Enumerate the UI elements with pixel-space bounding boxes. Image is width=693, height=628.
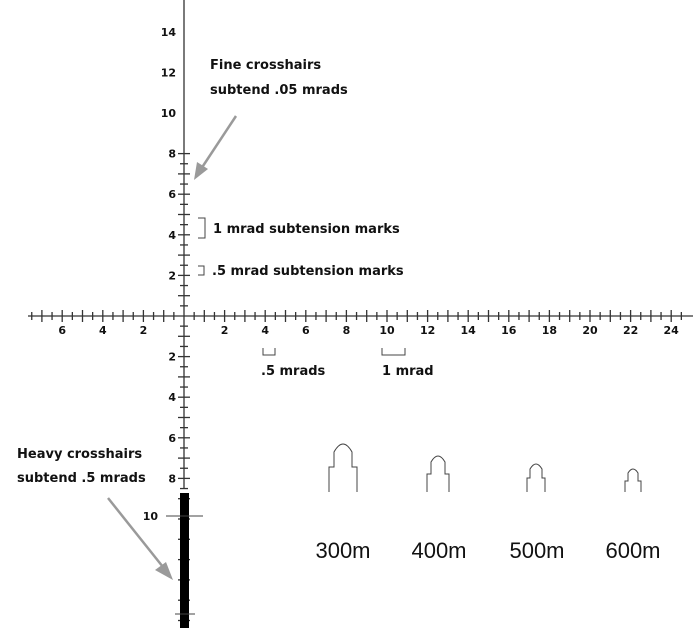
fine-crosshair-arrow bbox=[199, 115, 238, 170]
one-mrad-example: 1 mrad bbox=[382, 364, 434, 379]
horizontal-scale-label: 10 bbox=[379, 324, 395, 337]
half-mrad-mark-icon bbox=[198, 265, 205, 276]
horizontal-scale-label: 18 bbox=[542, 324, 557, 337]
horizontal-scale-label: 16 bbox=[501, 324, 517, 337]
one-mrad-mark-icon bbox=[198, 217, 206, 239]
target-silhouette-icon bbox=[328, 443, 358, 492]
vertical-scale-label: 6 bbox=[168, 432, 176, 445]
target-silhouette-icon bbox=[426, 455, 450, 492]
heavy-crosshair-arrow bbox=[107, 497, 164, 568]
range-label-400m: 400m bbox=[411, 538, 466, 563]
horizontal-scale-label: 2 bbox=[221, 324, 229, 337]
horizontal-scale-label: 2 bbox=[140, 324, 148, 337]
half-mrad-mark-note: .5 mrad subtension marks bbox=[212, 264, 404, 279]
fine-crosshair-note: Fine crosshairs bbox=[210, 58, 321, 73]
vertical-scale-label: 2 bbox=[168, 269, 176, 282]
horizontal-scale-label: 20 bbox=[582, 324, 598, 337]
vertical-scale-label: 8 bbox=[168, 148, 176, 161]
vertical-scale-label: 12 bbox=[161, 66, 176, 79]
horizontal-scale-label: 12 bbox=[420, 324, 435, 337]
half-mrad-example: .5 mrads bbox=[261, 364, 326, 379]
horizontal-scale-label: 6 bbox=[58, 324, 66, 337]
range-label-300m: 300m bbox=[315, 538, 370, 563]
vertical-scale-label: 6 bbox=[168, 188, 176, 201]
arrow-head-icon bbox=[155, 562, 173, 580]
target-silhouette-icon bbox=[624, 468, 642, 492]
target-silhouette-icon bbox=[526, 463, 546, 492]
horizontal-scale-label: 4 bbox=[99, 324, 107, 337]
vertical-scale-label: 8 bbox=[168, 472, 176, 485]
horizontal-scale-label: 6 bbox=[302, 324, 310, 337]
vertical-scale-label: 2 bbox=[168, 351, 176, 364]
range-label-500m: 500m bbox=[509, 538, 564, 563]
horizontal-scale-label: 8 bbox=[343, 324, 351, 337]
horizontal-scale-label: 4 bbox=[261, 324, 269, 337]
arrow-head-icon bbox=[194, 162, 208, 180]
vertical-scale-label: 4 bbox=[168, 229, 176, 242]
fine-crosshair-note: subtend .05 mrads bbox=[210, 83, 348, 98]
heavy-crosshair-note: subtend .5 mrads bbox=[17, 471, 146, 486]
half-mrad-bracket-icon bbox=[262, 348, 276, 356]
heavy-crosshair-note: Heavy crosshairs bbox=[17, 447, 142, 462]
vertical-scale-label: 14 bbox=[161, 26, 177, 39]
vertical-scale-label: 10 bbox=[161, 107, 177, 120]
horizontal-scale-label: 22 bbox=[623, 324, 638, 337]
vertical-scale-label: 4 bbox=[168, 391, 176, 404]
heavy-scale-label: 10 bbox=[143, 510, 159, 523]
one-mrad-bracket-icon bbox=[381, 348, 406, 356]
range-label-600m: 600m bbox=[605, 538, 660, 563]
one-mrad-mark-note: 1 mrad subtension marks bbox=[213, 222, 400, 237]
horizontal-scale-label: 14 bbox=[461, 324, 477, 337]
horizontal-scale-label: 24 bbox=[664, 324, 680, 337]
heavy-crosshair-post bbox=[180, 493, 189, 628]
